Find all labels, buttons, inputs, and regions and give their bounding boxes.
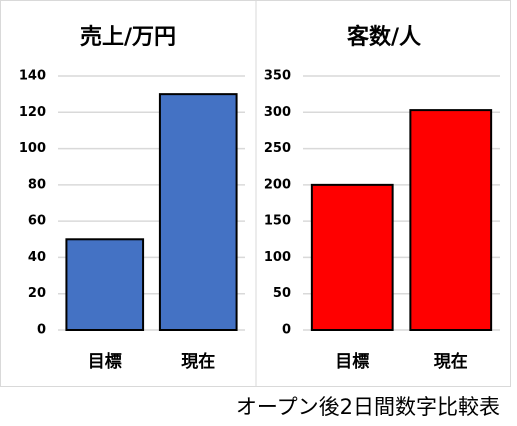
y-tick-label: 200 <box>264 177 291 192</box>
y-tick-label: 100 <box>19 141 46 156</box>
caption: オープン後2日間数字比較表 <box>236 395 500 419</box>
y-tick-label: 250 <box>264 141 291 156</box>
chart-title: 売上/万円 <box>80 24 176 50</box>
y-tick-label: 40 <box>28 250 46 265</box>
x-tick-label: 現在 <box>434 351 468 372</box>
bar <box>158 93 238 332</box>
y-tick-label: 80 <box>28 177 46 192</box>
chart-title: 客数/人 <box>347 24 421 50</box>
y-tick-label: 140 <box>19 69 46 84</box>
y-tick-label: 60 <box>28 214 46 229</box>
y-tick-label: 300 <box>264 105 291 120</box>
x-tick-label: 目標 <box>88 351 122 372</box>
y-tick-label: 0 <box>37 323 46 338</box>
y-tick-label: 150 <box>264 214 291 229</box>
x-tick-label: 目標 <box>335 351 369 372</box>
y-tick-label: 350 <box>264 69 291 84</box>
bar <box>310 183 394 331</box>
bar <box>65 238 145 332</box>
y-tick-label: 100 <box>264 250 291 265</box>
y-tick-label: 0 <box>282 323 291 338</box>
bar <box>409 109 493 332</box>
y-tick-label: 120 <box>19 105 46 120</box>
x-tick-label: 現在 <box>181 351 215 372</box>
y-tick-label: 20 <box>28 286 46 301</box>
y-tick-label: 50 <box>273 286 291 301</box>
